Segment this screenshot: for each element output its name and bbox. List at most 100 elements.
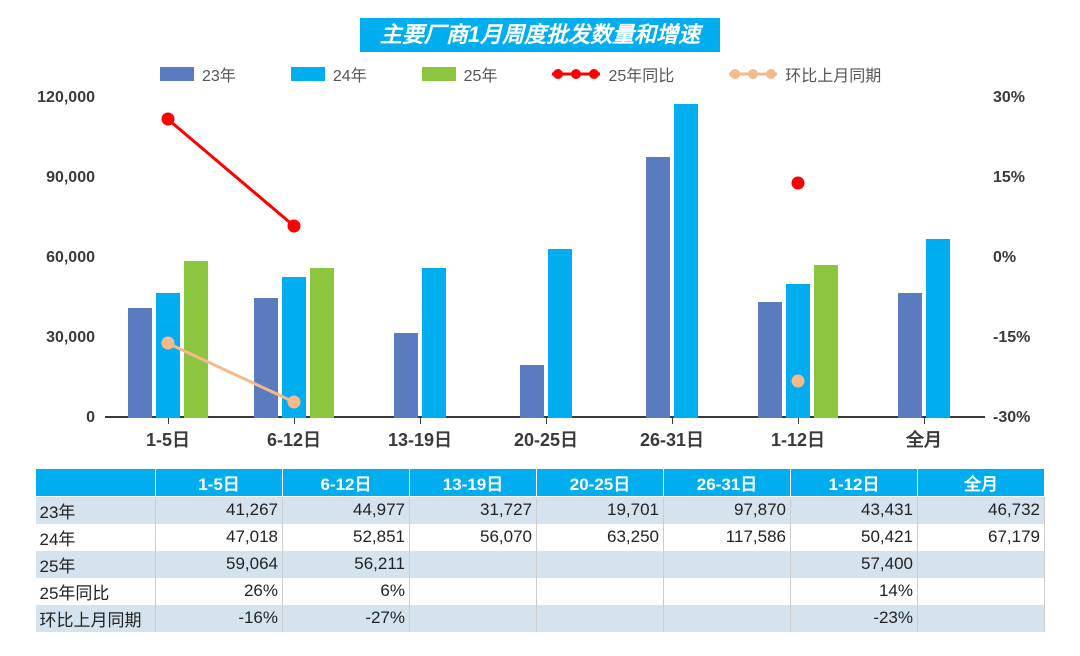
- y-left-tick: 0: [25, 409, 95, 427]
- legend-swatch-23: [160, 67, 194, 81]
- row-label: 24年: [36, 524, 156, 551]
- table-cell: 44,977: [283, 497, 410, 524]
- table-cell: 59,064: [156, 551, 283, 578]
- table-row: 环比上月同期-16%-27%-23%: [36, 605, 1045, 632]
- bar-25年: [814, 265, 838, 418]
- legend-label: 25年同比: [608, 62, 674, 86]
- table-cell: 50,421: [791, 524, 918, 551]
- table-cell: 6%: [283, 578, 410, 605]
- line-marker: [288, 220, 301, 233]
- legend-label: 环比上月同期: [785, 62, 881, 86]
- table-cell: [918, 551, 1045, 578]
- x-tick-label: 1-12日: [771, 426, 825, 452]
- chart-title: 主要厂商1月周度批发数量和增速: [360, 18, 720, 52]
- table-cell: 57,400: [791, 551, 918, 578]
- x-tick: [420, 418, 421, 424]
- y-right-tick: 15%: [993, 169, 1041, 187]
- bar-23年: [128, 308, 152, 418]
- bar-24年: [548, 249, 572, 418]
- table-cell: [918, 605, 1045, 632]
- table-cell: 31,727: [410, 497, 537, 524]
- table-row: 25年59,06456,211 57,400: [36, 551, 1045, 578]
- table-header: 1-12日: [791, 469, 918, 497]
- x-axis: [105, 416, 985, 418]
- table-cell: [410, 578, 537, 605]
- row-label: 环比上月同期: [36, 605, 156, 632]
- line-marker: [162, 337, 175, 350]
- x-tick-label: 全月: [906, 426, 942, 452]
- legend-label: 23年: [202, 62, 236, 86]
- table-cell: [537, 551, 664, 578]
- row-label: 25年: [36, 551, 156, 578]
- legend-line-yoy: .legend-line[style*="--lc:#ff0000"]::bef…: [552, 66, 600, 82]
- table-cell: [537, 605, 664, 632]
- table-cell: 19,701: [537, 497, 664, 524]
- legend-23: 23年: [160, 62, 236, 86]
- x-tick: [168, 418, 169, 424]
- y-right-tick: 0%: [993, 249, 1041, 267]
- table-cell: 117,586: [664, 524, 791, 551]
- x-tick: [546, 418, 547, 424]
- table-cell: 56,211: [283, 551, 410, 578]
- line-marker: [288, 396, 301, 409]
- chart-plot: 030,00060,00090,000120,000-30%-15%0%15%3…: [105, 98, 985, 418]
- table-row: 24年47,01852,85156,07063,250117,58650,421…: [36, 524, 1045, 551]
- row-label: 23年: [36, 497, 156, 524]
- table-header: 20-25日: [537, 469, 664, 497]
- x-tick: [924, 418, 925, 424]
- y-right-tick: -30%: [993, 409, 1041, 427]
- table-cell: 43,431: [791, 497, 918, 524]
- row-label: 25年同比: [36, 578, 156, 605]
- table-cell: [410, 605, 537, 632]
- x-tick: [294, 418, 295, 424]
- table-cell: [537, 578, 664, 605]
- legend-yoy: .legend-line[style*="--lc:#ff0000"]::bef…: [552, 62, 674, 86]
- bar-24年: [156, 293, 180, 418]
- table-header: 6-12日: [283, 469, 410, 497]
- bar-23年: [254, 298, 278, 418]
- table-header: [36, 469, 156, 497]
- table-cell: [664, 605, 791, 632]
- bar-24年: [786, 284, 810, 418]
- y-left-tick: 30,000: [25, 329, 95, 347]
- table-cell: 63,250: [537, 524, 664, 551]
- legend-label: 25年: [464, 62, 498, 86]
- legend-mom: .legend-item:nth-child(5) .legend-line::…: [729, 62, 881, 86]
- table-cell: 26%: [156, 578, 283, 605]
- table-cell: [918, 578, 1045, 605]
- bar-24年: [422, 268, 446, 418]
- table-cell: 14%: [791, 578, 918, 605]
- table-row: 23年41,26744,97731,72719,70197,87043,4314…: [36, 497, 1045, 524]
- line-marker: [792, 374, 805, 387]
- data-table: 1-5日6-12日13-19日20-25日26-31日1-12日全月23年41,…: [35, 468, 1045, 632]
- x-tick: [798, 418, 799, 424]
- y-left-tick: 60,000: [25, 249, 95, 267]
- chart-lines: [105, 98, 985, 418]
- table-cell: 97,870: [664, 497, 791, 524]
- legend-25: 25年: [422, 62, 498, 86]
- table-header: 26-31日: [664, 469, 791, 497]
- x-tick-label: 6-12日: [267, 426, 321, 452]
- line-marker: [162, 113, 175, 126]
- table-cell: [664, 578, 791, 605]
- bar-23年: [758, 302, 782, 418]
- x-tick-label: 20-25日: [514, 426, 578, 452]
- table-header: 全月: [918, 469, 1045, 497]
- bar-24年: [674, 104, 698, 418]
- chart-area: 主要厂商1月周度批发数量和增速 23年 24年 25年 .legend-line…: [35, 18, 1045, 458]
- table-cell: -16%: [156, 605, 283, 632]
- bar-25年: [310, 268, 334, 418]
- x-tick: [672, 418, 673, 424]
- table-cell: 47,018: [156, 524, 283, 551]
- chart-legend: 23年 24年 25年 .legend-line[style*="--lc:#f…: [160, 62, 881, 86]
- x-tick-label: 13-19日: [388, 426, 452, 452]
- table-cell: [664, 551, 791, 578]
- bar-23年: [898, 293, 922, 418]
- bar-24年: [926, 239, 950, 418]
- y-right-tick: -15%: [993, 329, 1041, 347]
- table-cell: 52,851: [283, 524, 410, 551]
- table-cell: 41,267: [156, 497, 283, 524]
- bar-25年: [184, 261, 208, 419]
- table-header: 13-19日: [410, 469, 537, 497]
- legend-label: 24年: [333, 62, 367, 86]
